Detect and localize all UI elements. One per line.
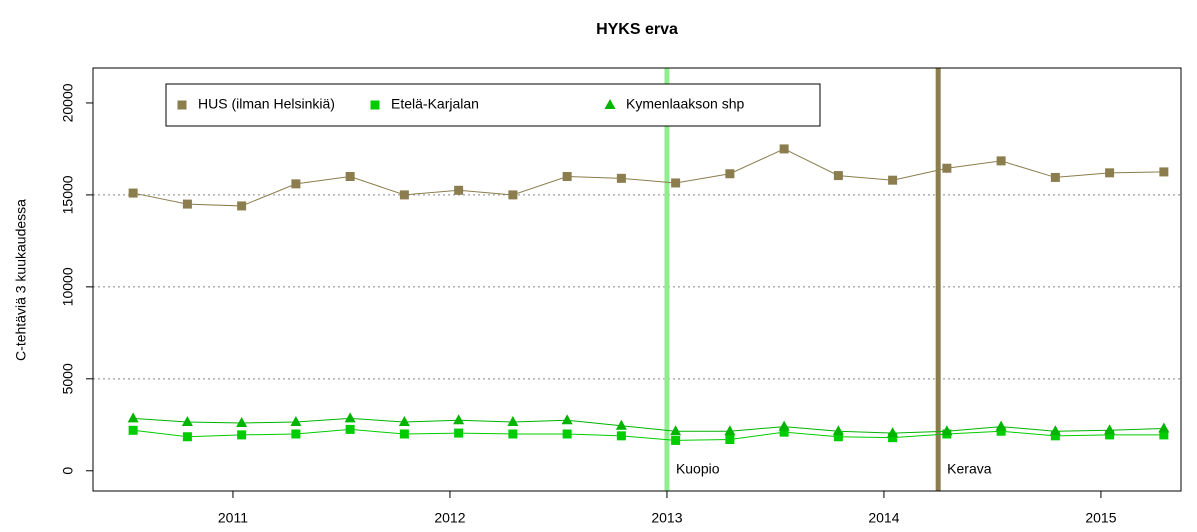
point bbox=[344, 412, 356, 423]
point bbox=[508, 190, 518, 200]
point bbox=[182, 432, 192, 442]
y-tick-label: 20000 bbox=[60, 83, 76, 122]
chart-title: HYKS erva bbox=[596, 21, 678, 38]
legend-label: HUS (ilman Helsinkiä) bbox=[198, 96, 335, 112]
point bbox=[616, 431, 626, 441]
point bbox=[1105, 168, 1115, 178]
point bbox=[671, 435, 681, 445]
point bbox=[181, 416, 193, 427]
y-axis-label: C-tehtäviä 3 kuukaudessa bbox=[13, 199, 29, 361]
point bbox=[237, 201, 247, 211]
point bbox=[724, 425, 736, 436]
series-line bbox=[133, 417, 1164, 434]
y-tick-label: 0 bbox=[60, 467, 76, 475]
point bbox=[182, 199, 192, 209]
point bbox=[671, 178, 681, 188]
point bbox=[941, 425, 953, 436]
point bbox=[290, 416, 302, 427]
point bbox=[508, 429, 518, 439]
legend-marker bbox=[177, 100, 187, 110]
y-tick-label: 10000 bbox=[60, 267, 76, 306]
point bbox=[1049, 425, 1061, 436]
point bbox=[237, 430, 247, 440]
point bbox=[507, 416, 519, 427]
point bbox=[291, 179, 301, 189]
point bbox=[996, 426, 1006, 436]
point bbox=[1105, 430, 1115, 440]
point bbox=[1050, 172, 1060, 182]
reference-label: Kerava bbox=[947, 461, 992, 477]
point bbox=[995, 420, 1007, 431]
point bbox=[615, 419, 627, 430]
point bbox=[942, 163, 952, 173]
point bbox=[561, 414, 573, 425]
point bbox=[345, 172, 355, 182]
point bbox=[725, 435, 735, 445]
point bbox=[887, 427, 899, 438]
point bbox=[1159, 167, 1169, 177]
x-tick-label: 2011 bbox=[218, 510, 248, 526]
y-tick-label: 15000 bbox=[60, 175, 76, 214]
legend-marker bbox=[604, 99, 616, 109]
point bbox=[453, 414, 465, 425]
y-tick-label: 5000 bbox=[60, 363, 76, 394]
point bbox=[1159, 430, 1169, 440]
point bbox=[291, 429, 301, 439]
point bbox=[127, 412, 139, 423]
point bbox=[1050, 431, 1060, 441]
legend-marker bbox=[370, 100, 380, 110]
series-line bbox=[133, 148, 1164, 207]
point bbox=[996, 156, 1006, 166]
point bbox=[670, 425, 682, 436]
point bbox=[399, 429, 409, 439]
point bbox=[562, 172, 572, 182]
plot-frame bbox=[92, 67, 1182, 492]
x-tick-label: 2012 bbox=[434, 510, 465, 526]
point bbox=[778, 420, 790, 431]
point bbox=[616, 173, 626, 183]
point bbox=[725, 169, 735, 179]
x-tick-label: 2014 bbox=[868, 510, 899, 526]
point bbox=[454, 185, 464, 195]
point bbox=[1104, 424, 1116, 435]
point bbox=[399, 190, 409, 200]
point bbox=[454, 428, 464, 438]
point bbox=[779, 427, 789, 437]
point bbox=[888, 433, 898, 443]
legend-label: Kymenlaakson shp bbox=[626, 96, 745, 112]
point bbox=[833, 171, 843, 181]
point bbox=[398, 416, 410, 427]
series-line bbox=[133, 428, 1164, 441]
x-tick-label: 2015 bbox=[1085, 510, 1116, 526]
point bbox=[1158, 422, 1170, 433]
point bbox=[345, 424, 355, 434]
point bbox=[888, 175, 898, 185]
legend bbox=[165, 83, 821, 127]
point bbox=[128, 425, 138, 435]
reference-label: Kuopio bbox=[676, 461, 720, 477]
legend-label: Etelä-Karjalan bbox=[391, 96, 479, 112]
point bbox=[562, 429, 572, 439]
x-tick-label: 2013 bbox=[651, 510, 682, 526]
point bbox=[779, 144, 789, 154]
point bbox=[832, 425, 844, 436]
point bbox=[236, 416, 248, 427]
point bbox=[833, 432, 843, 442]
point bbox=[128, 188, 138, 198]
